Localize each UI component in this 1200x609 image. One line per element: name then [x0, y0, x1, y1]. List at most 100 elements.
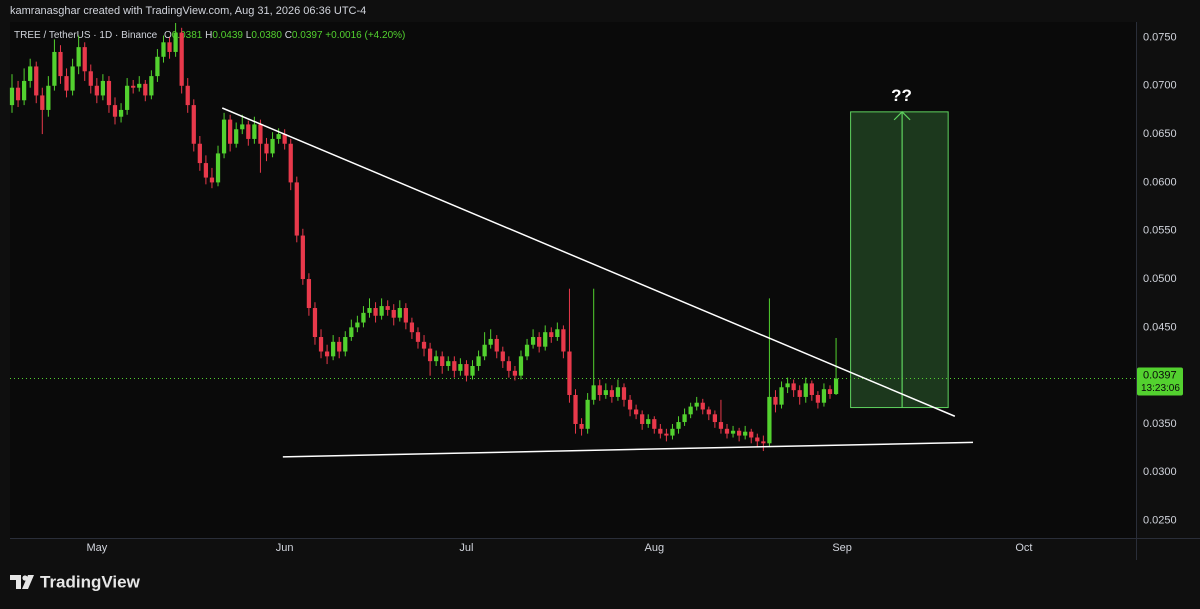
ohlc-value: 0.0397	[292, 30, 323, 41]
candle-body	[106, 80, 112, 106]
candle-body	[70, 66, 75, 91]
candle-body	[585, 399, 590, 429]
candle-body	[361, 312, 366, 323]
candle-body	[658, 428, 663, 434]
candle-body	[52, 51, 57, 86]
candle-body	[676, 422, 681, 429]
y-tick-label: 0.0450	[1143, 321, 1177, 333]
candle-body	[682, 414, 687, 423]
candle-body	[609, 390, 614, 397]
x-tick-label: Aug	[644, 542, 664, 554]
candle-body	[415, 332, 421, 342]
candle-body	[670, 428, 675, 436]
candle-body	[803, 383, 808, 397]
candle-body	[791, 383, 796, 391]
candle-body	[567, 351, 572, 395]
candle-body	[379, 306, 384, 316]
candle-body	[94, 85, 99, 96]
legend: TREE / TetherUS · 1D · Binance O0.0381 H…	[14, 30, 405, 41]
candle-body	[252, 124, 257, 139]
candle-body	[228, 119, 233, 144]
candle-body	[173, 32, 178, 52]
candle-body	[518, 356, 524, 376]
candle-body	[767, 396, 772, 444]
candle-body	[288, 143, 293, 183]
candle-body	[179, 32, 184, 86]
candle-body	[688, 406, 693, 415]
y-tick-label: 0.0650	[1143, 128, 1177, 140]
candle-body	[494, 338, 499, 352]
candle-body	[706, 409, 711, 415]
candle-body	[46, 85, 51, 110]
candle-body	[597, 385, 602, 395]
candle-body	[9, 87, 15, 106]
candle-body	[155, 56, 160, 77]
price-tag-label: 0.0397	[1143, 369, 1177, 381]
y-tick-label: 0.0550	[1143, 225, 1177, 237]
brand: TradingView	[40, 572, 141, 591]
arrow-head	[893, 111, 911, 121]
y-tick-label: 0.0700	[1143, 80, 1177, 92]
ohlc-value: 0.0380	[251, 30, 282, 41]
candle-body	[827, 389, 833, 395]
candle-body	[373, 308, 378, 316]
candle-body	[34, 66, 39, 96]
candle-body	[318, 337, 324, 352]
candle-body	[773, 396, 778, 405]
candle-body	[131, 85, 136, 88]
candle-body	[397, 308, 402, 318]
candle-body	[385, 306, 390, 310]
candle-body	[815, 394, 821, 403]
candle-body	[730, 430, 736, 434]
candle-body	[603, 390, 608, 395]
candle-body	[161, 42, 166, 57]
candle-body	[524, 344, 530, 357]
candle-body	[755, 437, 760, 442]
attribution: kamranasghar created with TradingView.co…	[10, 5, 366, 17]
x-tick-label: Jun	[276, 542, 294, 554]
candle-body	[646, 419, 651, 424]
candle-body	[488, 338, 493, 345]
candle-body	[627, 399, 633, 410]
ohlc-value: 0.0439	[212, 30, 243, 41]
logo-mark	[22, 575, 34, 589]
candle-body	[749, 431, 754, 438]
candle-body	[276, 134, 281, 139]
candle-body	[797, 390, 802, 397]
candle-body	[300, 235, 305, 280]
candle-body	[312, 308, 318, 338]
candle-body	[573, 394, 578, 424]
candle-body	[761, 441, 766, 444]
candle-body	[694, 402, 699, 407]
candle-body	[427, 348, 433, 362]
candle-body	[615, 387, 621, 397]
candle-body	[724, 428, 730, 434]
candle-body	[343, 337, 348, 352]
y-tick-label: 0.0250	[1143, 515, 1177, 527]
candle-body	[821, 389, 827, 403]
candle-body	[349, 327, 354, 338]
ohlc-label: O	[164, 30, 172, 41]
candle-body	[640, 414, 645, 424]
candle-body	[555, 329, 560, 338]
annotation: ??	[891, 86, 912, 105]
candle-body	[440, 356, 445, 366]
candle-body	[537, 337, 542, 347]
candle-body	[421, 341, 427, 349]
candle-body	[203, 163, 209, 178]
candle-body	[88, 71, 93, 86]
candle-body	[664, 433, 669, 436]
candle-body	[149, 76, 154, 96]
candle-body	[100, 80, 106, 96]
x-tick-label: May	[86, 542, 107, 554]
candle-body	[482, 344, 487, 357]
candle-body	[21, 80, 27, 101]
price-tag	[1137, 367, 1183, 396]
candle-body	[458, 364, 463, 371]
candle-body	[476, 356, 481, 366]
candle-body	[191, 105, 196, 144]
candle-body	[549, 332, 554, 338]
candle-body	[331, 341, 336, 357]
candle-body	[221, 119, 227, 154]
symbol: TREE / TetherUS · 1D · Binance	[14, 30, 158, 41]
